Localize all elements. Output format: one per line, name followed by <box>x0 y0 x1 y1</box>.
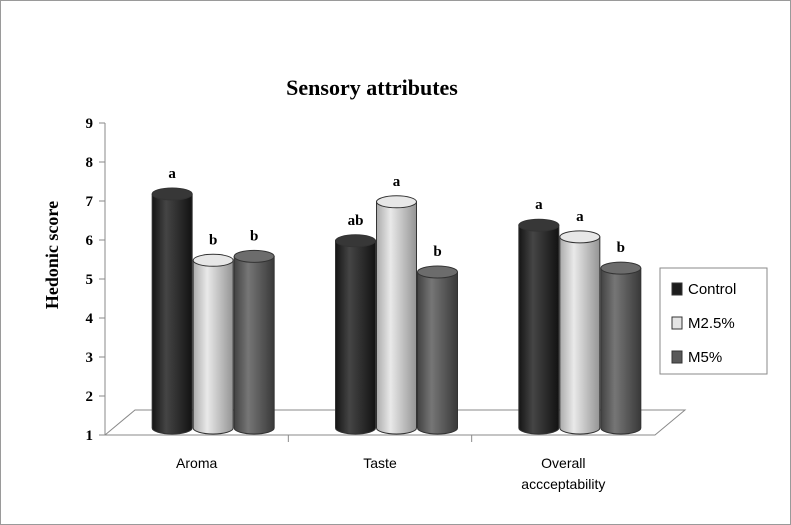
legend-label: M5% <box>688 349 722 366</box>
significance-label: a <box>576 209 584 225</box>
bar-Control <box>151 193 193 435</box>
x-tick-label: Taste <box>363 455 397 471</box>
y-tick-label: 6 <box>86 233 94 249</box>
y-tick-label: 3 <box>86 350 94 366</box>
legend-label: Control <box>688 281 736 298</box>
bar-top-Control <box>518 218 560 232</box>
legend-swatch <box>671 316 683 330</box>
significance-label: b <box>209 232 217 248</box>
bar-Control <box>335 240 376 435</box>
bar-top-M2.5% <box>376 195 417 209</box>
bar-M2.5% <box>559 236 601 435</box>
legend: Control M2.5% M5% <box>659 267 768 375</box>
bar-M2.5% <box>376 201 417 435</box>
significance-label: b <box>617 240 625 256</box>
bar-top-Control <box>151 187 193 201</box>
bar-top-M2.5% <box>192 253 234 267</box>
x-tick-label: accceptability <box>521 476 605 492</box>
bar-top-M5% <box>417 265 458 279</box>
significance-label: b <box>433 244 441 260</box>
legend-swatch <box>671 282 683 296</box>
bar-M2.5% <box>192 259 234 435</box>
y-tick-label: 5 <box>86 272 94 288</box>
y-tick-label: 7 <box>86 194 94 210</box>
bar-top-M5% <box>600 261 642 275</box>
significance-label: a <box>393 174 401 190</box>
y-tick-label: 4 <box>86 311 94 327</box>
x-tick-label: Aroma <box>176 455 217 471</box>
bar-top-Control <box>335 234 376 248</box>
bar-Control <box>518 224 560 435</box>
bar-top-M5% <box>233 249 275 263</box>
significance-label: a <box>535 197 543 213</box>
significance-label: a <box>168 166 176 182</box>
y-tick-label: 8 <box>86 155 94 171</box>
bar-top-M2.5% <box>559 230 601 244</box>
legend-label: M2.5% <box>688 315 735 332</box>
y-tick-label: 2 <box>86 389 94 405</box>
x-tick-label: Overall <box>541 455 585 471</box>
y-tick-label: 1 <box>86 428 94 444</box>
bar-M5% <box>233 255 275 435</box>
bar-M5% <box>417 271 458 435</box>
chart-title: Sensory attributes <box>286 75 458 100</box>
bar-M5% <box>600 267 642 435</box>
y-tick-label: 9 <box>86 116 94 132</box>
legend-swatch <box>671 350 683 364</box>
y-axis-label: Hedonic score <box>42 201 62 309</box>
significance-label: b <box>250 228 258 244</box>
significance-label: ab <box>348 213 364 229</box>
